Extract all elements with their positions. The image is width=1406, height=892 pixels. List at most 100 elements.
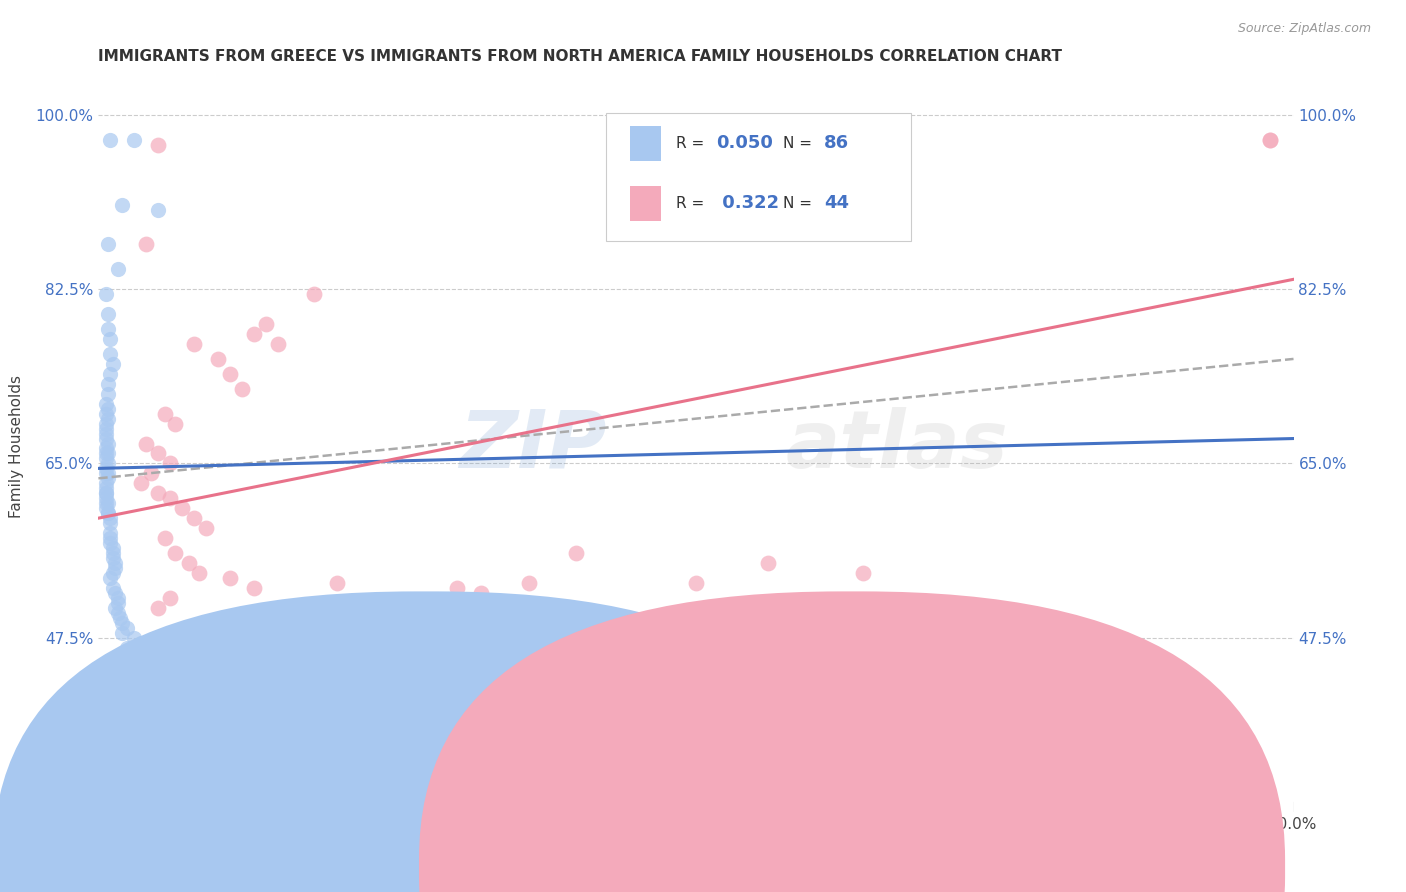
- Point: [1043, 625, 1066, 640]
- Point: [852, 566, 875, 580]
- Point: [446, 581, 468, 595]
- Point: [195, 521, 218, 535]
- Point: [98, 536, 122, 550]
- Point: [148, 685, 170, 699]
- Point: [94, 426, 117, 441]
- Point: [94, 476, 117, 491]
- Point: [148, 486, 170, 500]
- Point: [187, 566, 209, 580]
- Point: [94, 442, 117, 456]
- Point: [101, 566, 124, 580]
- Point: [115, 621, 138, 635]
- Point: [124, 133, 146, 147]
- Point: [97, 386, 120, 401]
- Point: [111, 197, 134, 211]
- Point: [148, 710, 170, 724]
- Point: [267, 337, 290, 351]
- Point: [97, 506, 120, 520]
- FancyBboxPatch shape: [606, 113, 911, 241]
- Point: [98, 511, 122, 525]
- Point: [98, 571, 122, 585]
- Point: [101, 581, 124, 595]
- Point: [183, 511, 205, 525]
- Point: [97, 376, 120, 391]
- Point: [159, 591, 181, 605]
- Point: [97, 307, 120, 321]
- Point: [94, 432, 117, 446]
- Point: [94, 486, 117, 500]
- Point: [97, 457, 120, 471]
- Point: [104, 586, 127, 600]
- Point: [97, 471, 120, 485]
- Point: [326, 575, 349, 590]
- Point: [98, 133, 122, 147]
- Point: [135, 237, 157, 252]
- Point: [94, 397, 117, 411]
- Point: [243, 581, 266, 595]
- Point: [104, 561, 127, 575]
- Point: [98, 531, 122, 545]
- Point: [1258, 133, 1281, 147]
- Point: [756, 556, 779, 570]
- Point: [97, 496, 120, 510]
- Point: [94, 407, 117, 421]
- Text: ZIP: ZIP: [458, 407, 606, 485]
- Point: [148, 700, 170, 714]
- Point: [98, 516, 122, 530]
- Point: [1258, 133, 1281, 147]
- Point: [97, 322, 120, 336]
- Point: [159, 457, 181, 471]
- Point: [219, 367, 242, 381]
- Point: [97, 467, 120, 481]
- Point: [163, 417, 186, 431]
- Point: [101, 541, 124, 555]
- Point: [155, 407, 177, 421]
- Point: [219, 571, 242, 585]
- Point: [98, 526, 122, 541]
- Point: [148, 138, 170, 153]
- Point: [108, 610, 131, 624]
- Text: 0.322: 0.322: [716, 194, 779, 212]
- Point: [97, 237, 120, 252]
- Point: [101, 357, 124, 371]
- Point: [159, 491, 181, 506]
- Text: R =: R =: [676, 195, 709, 211]
- Point: [135, 715, 157, 730]
- FancyBboxPatch shape: [630, 126, 661, 161]
- Point: [98, 332, 122, 346]
- Text: atlas: atlas: [786, 407, 1008, 485]
- Point: [159, 705, 181, 719]
- Text: Immigrants from Greece: Immigrants from Greece: [541, 860, 730, 874]
- Point: [94, 461, 117, 475]
- Text: R =: R =: [676, 136, 709, 151]
- Point: [107, 735, 129, 749]
- Point: [243, 326, 266, 341]
- Point: [254, 317, 277, 331]
- Point: [517, 575, 540, 590]
- Text: 44: 44: [824, 194, 849, 212]
- Point: [148, 446, 170, 460]
- Point: [97, 401, 120, 416]
- Point: [148, 202, 170, 217]
- Point: [97, 411, 120, 425]
- FancyBboxPatch shape: [630, 186, 661, 220]
- Point: [565, 546, 588, 560]
- Text: N =: N =: [783, 195, 817, 211]
- Text: N =: N =: [783, 136, 817, 151]
- Text: Source: ZipAtlas.com: Source: ZipAtlas.com: [1237, 22, 1371, 36]
- Point: [111, 730, 134, 744]
- Point: [131, 635, 153, 649]
- Point: [101, 546, 124, 560]
- Point: [94, 486, 117, 500]
- Point: [135, 695, 157, 709]
- Point: [107, 262, 129, 277]
- Point: [94, 467, 117, 481]
- Point: [107, 591, 129, 605]
- Point: [302, 287, 325, 301]
- Point: [163, 546, 186, 560]
- Point: [139, 467, 162, 481]
- Point: [94, 421, 117, 435]
- Point: [94, 501, 117, 516]
- Point: [131, 690, 153, 705]
- Point: [101, 750, 124, 764]
